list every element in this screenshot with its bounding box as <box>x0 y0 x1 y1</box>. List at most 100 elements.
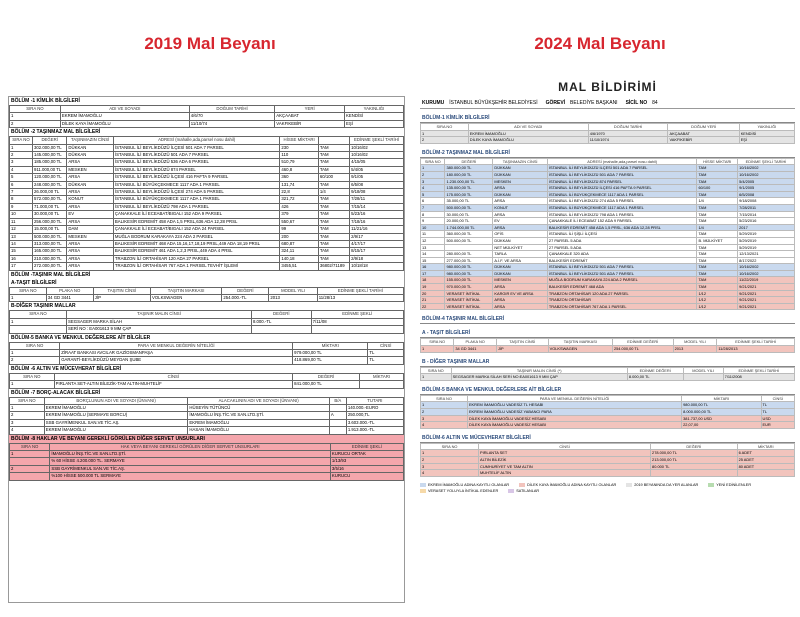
cell: 10/16/2002 <box>737 263 795 271</box>
header-cell: ADI VE SOYADI <box>467 123 589 131</box>
doc-title: MAL BİLDİRİMİ <box>558 80 657 94</box>
cell: 418.869,00 TL <box>292 356 369 365</box>
cell: TRABZON İLİ ORTAHİSAR 767 ADA 1 PARSEL T… <box>112 262 281 271</box>
cell: VAKFIKEBİR <box>274 119 345 129</box>
row: 11 256.000,00 TL ARSA BALIKESİR EDREMİT 458… <box>9 217 404 227</box>
row: 1 ZİRAAT BANKASI AVCILAR GAZİOSMANPAŞA 979… <box>9 348 404 358</box>
cell: ARSA <box>66 217 114 227</box>
cell: 980.000,00 TL <box>444 269 494 278</box>
legend-swatch <box>508 488 515 493</box>
cell: ARSA <box>66 158 114 167</box>
cell: İSTANBUL İLİ BEYLİKDÜZÜ 798 ADA 1 PARSEL <box>546 210 698 219</box>
cell: KARGIR EV VE ARSA <box>492 289 548 298</box>
row: 1 PIRLANTA SET 278.000,00 TL 6 ADET <box>420 449 795 457</box>
cell: İSTANBUL İLİ BEYLİKDÜZÜ İLÇESİ 274 ADA 5… <box>112 188 281 197</box>
cell: %100 HİSSE 500.000 TL SERMAYE <box>49 472 331 481</box>
cell: 2 <box>420 455 480 464</box>
cell: AKÇAABAT <box>274 112 345 121</box>
row: 1 İMAMOĞLU İNŞ.TİC.VE SAN.LTD.ŞTİ. KURUCU … <box>9 450 404 459</box>
cell: ÇANAKKALE İLİ ECEABAT 152 ADA 9 PARSEL <box>546 217 698 225</box>
cell: 7 <box>9 188 33 197</box>
cell: TAM <box>696 243 739 252</box>
row: 21 VERASET İNTİKAL ARSA TRABZON ORTAHİSAR 1/… <box>420 296 795 304</box>
cell: 60/100 <box>317 173 351 182</box>
cell: 9/18/08 <box>349 188 404 197</box>
header-cell: B/A <box>328 396 347 406</box>
header-cell: DOĞUM TARİHİ <box>188 104 276 114</box>
cell: KURUCU ORTAK <box>329 450 404 459</box>
cell: 980.000,00 TL <box>444 263 494 271</box>
declaration-2024: MAL BİLDİRİMİ KURUMU İSTANBUL BÜYÜKŞEHİR … <box>420 78 795 608</box>
cell: TRABZON ORTAHİSAR 767 ADA 1 PARSEL <box>546 302 698 311</box>
cell: 550,67 <box>279 217 319 227</box>
cell: TL <box>760 401 795 409</box>
header-cell: EDİNME ŞEKLİ TARİHİ <box>716 338 795 347</box>
cell: KENDİSİ <box>343 112 404 121</box>
cell: 8 <box>9 195 33 204</box>
cell: VOLKSWAGEN <box>149 293 223 303</box>
cell: 27 PARSEL 5 ADA <box>546 236 698 245</box>
row: 3 185.000,00 TL ARSA İSTANBUL İLİ BEYLİKDÜZ… <box>9 158 404 167</box>
header-row: SIRA NO CİNSİ DEĞERİ MİKTARI <box>420 442 795 451</box>
cell: 9/21/2021 <box>737 283 795 291</box>
header-cell: TAŞINMAZIN CİNSİ <box>66 136 114 145</box>
cell: TAM <box>317 239 351 249</box>
row: 3 CUMHURİYET VE TAM ALTIN 80.000 TL 80 ADET <box>420 462 795 471</box>
cell: 1/12 <box>696 296 739 304</box>
cell: 1 <box>9 112 61 121</box>
section-title: BÖLÜM-2 TAŞINMAZ MAL BİLGİLERİ <box>420 148 795 158</box>
cell: % 60 HİSSE 4.200.000 TL. SERMAYE <box>49 457 331 466</box>
cell: DÜKKAN <box>66 143 114 153</box>
cell: KENDİSİ <box>738 129 795 138</box>
declaration-2019: BÖLÜM -1 KİMLİK BİLGİLERİ SIRA NO ADI VE S… <box>8 96 405 603</box>
cell: 80.000 TL <box>650 462 738 471</box>
cell: 381.737,00 USD <box>681 414 762 423</box>
cell: CUMHURİYET VE TAM ALTIN <box>478 462 652 471</box>
section-title: BÖLÜM -2 TAŞINMAZ MAL BİLGİLERİ <box>9 128 404 137</box>
row: 5 175.000,00 TL DÜKKAN İSTANBUL İLİ BÜYÜKÇE… <box>420 190 795 199</box>
cell: 1/12 <box>696 302 739 311</box>
section-title: BÖLÜM-5 BANKA VE MENKUL DEĞERLERE AİT Bİ… <box>420 385 795 395</box>
cell: TAM <box>317 247 351 256</box>
cell: 4/15/05 <box>349 158 404 167</box>
cell: TAM <box>696 210 739 219</box>
cell: 380.000,00 TL <box>444 164 494 172</box>
header-cell: EDİNME ŞEKLİ TARİHİ <box>722 366 795 375</box>
table: SIRA NO CİNSİ DEĞERİ MİKTARI 1 PIRLANTA SET-A… <box>9 372 404 389</box>
cell: TAM <box>317 165 351 175</box>
cell: 4 <box>420 184 446 192</box>
info-field: GÖREVİ BELEDİYE BAŞKANI <box>546 100 618 106</box>
header-cell: CİNSİ <box>760 394 795 403</box>
row: 6 35.000,00 TL ARSA İSTANBUL İLİ BEYLİKDÜZÜ… <box>420 197 795 205</box>
row: 2 SSB GAYRİMENKUL SAN.VE TİC.AŞ. 3/5/16 <box>9 464 404 474</box>
cell: TL <box>760 408 795 416</box>
cell: 1/4 <box>696 197 739 205</box>
cell: 254.000,00 TL <box>611 345 674 353</box>
cell: VAKFIKEBİR <box>667 136 740 144</box>
cell: 7/11/08 <box>310 317 404 327</box>
cell: 11/10/1974 <box>587 136 669 144</box>
cell: 980.000,00 TL <box>681 401 762 409</box>
legend-item: YENİ EDİNİLENLER <box>708 482 751 487</box>
header-cell: BORÇLUNUN ADI VE SOYADI (ÜNVANI) <box>43 396 189 406</box>
row: 2 EKREM İMAMOĞLU VADESİZ YABANCI PARA 8.00… <box>420 408 795 416</box>
cell: 3 <box>9 418 45 428</box>
header-cell: EDİNME ŞEKLİ <box>329 442 404 452</box>
legend-swatch <box>420 488 426 493</box>
cell: 8/17/2022 <box>737 256 795 265</box>
row: 22 VERASET İNTİKAL ARSA TRABZON ORTAHİSAR 7… <box>420 302 795 311</box>
row: 3 1.230.000,00 TL MESKEN İSTANBUL İLİ BEYLİ… <box>420 177 795 186</box>
row: 2 EKREM İMAMOĞLU (SERMAYE BORCU) İMAMOĞLU … <box>9 411 404 420</box>
cell: MESKEN <box>66 165 114 175</box>
row: 2 DİLEK KAYA İMAMOĞLU 11/10/1974 VAKFIKEBİR… <box>420 136 795 144</box>
cell: ARSA <box>66 188 114 197</box>
cell: 254.000.-TL <box>221 293 270 303</box>
cell: 8.000.000,00 TL <box>681 408 762 416</box>
cell <box>9 325 67 334</box>
cell: BALIKESİR EDREMİT <box>546 256 698 265</box>
section-title: A - TAŞIT BİLGİLERİ <box>420 329 795 339</box>
header-row: SIRA NO DEĞERİ TAŞINMAZIN CİNSİ ADRESİ (mah… <box>420 157 795 166</box>
cell: BALIKESİR EDREMİT 458 ADA 1,5 PRSL, 636 … <box>546 223 698 232</box>
cell: 1 <box>9 450 51 459</box>
info-field: SİCİL NO 84 <box>626 100 658 106</box>
